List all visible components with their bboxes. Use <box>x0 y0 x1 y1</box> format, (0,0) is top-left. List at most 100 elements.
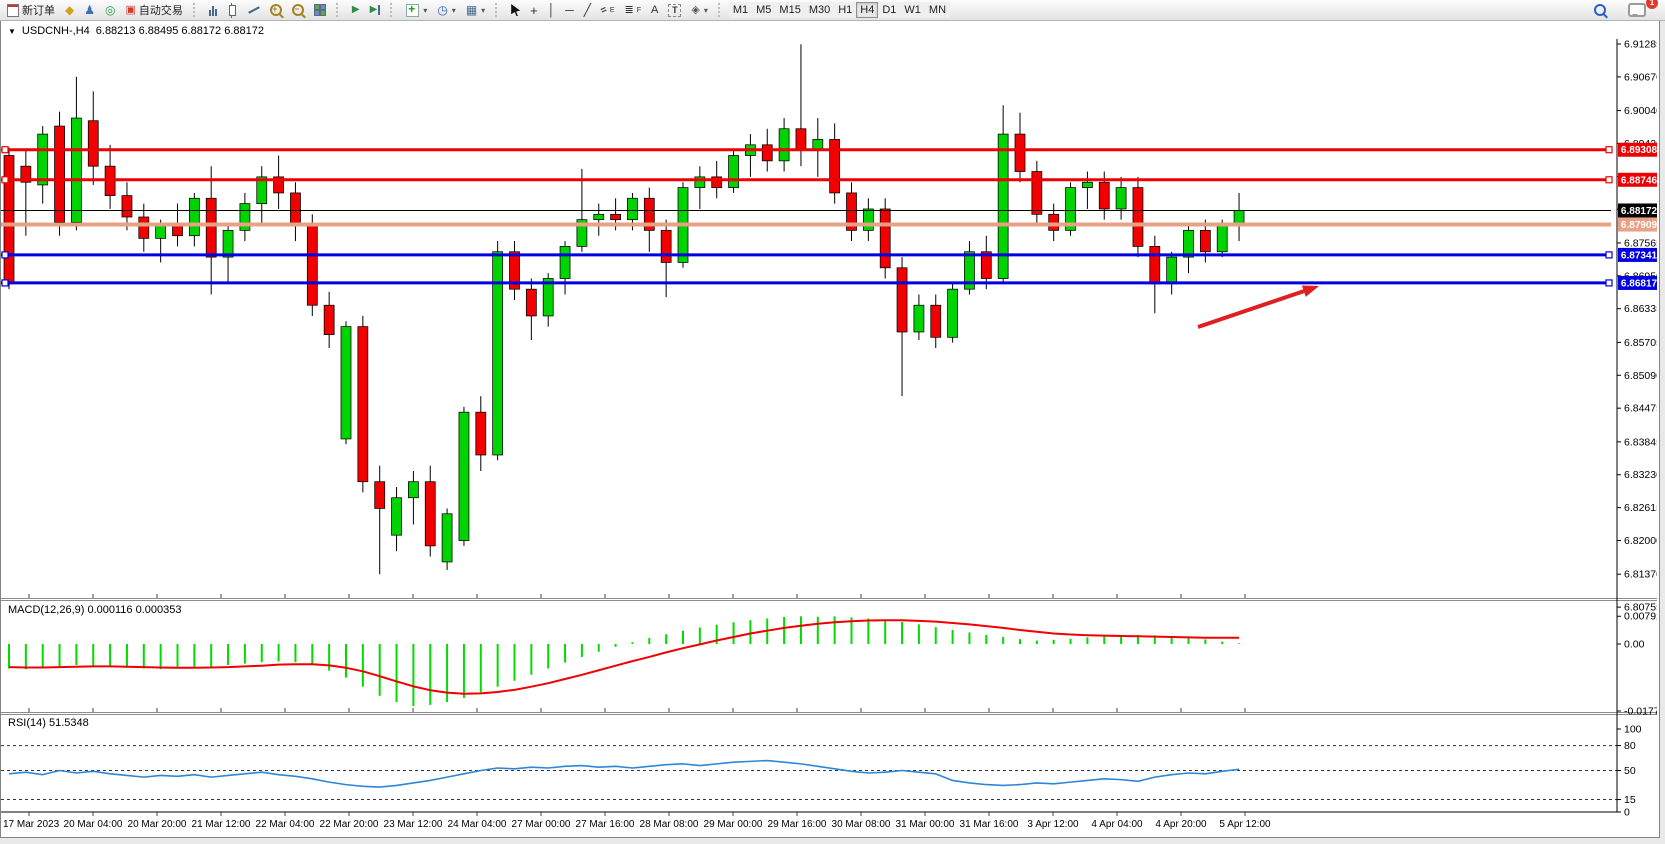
gold-diamond-button[interactable]: ◆ <box>60 2 79 19</box>
price-tick-label: 6.83230 <box>1624 469 1657 481</box>
candle-down <box>306 224 318 306</box>
candle-down <box>121 195 133 218</box>
candle-up <box>458 411 470 541</box>
price-badge-label: 6.87341 <box>1621 250 1657 261</box>
line-handle[interactable] <box>1605 251 1613 259</box>
auto-scroll-icon: ▶ <box>351 4 360 15</box>
template-button[interactable]: ▦ ▾ <box>461 2 490 19</box>
candle-down <box>205 197 217 258</box>
time-tick-label: 28 Mar 08:00 <box>640 819 699 830</box>
time-tick-label: 29 Mar 16:00 <box>768 819 827 830</box>
add-indicator-button[interactable]: + ▾ <box>401 2 432 19</box>
new-order-label: 新订单 <box>22 5 55 17</box>
candle-up <box>964 251 975 290</box>
timeframe-m15[interactable]: M15 <box>775 2 805 18</box>
signal-button[interactable]: ◎ <box>100 2 120 19</box>
main-toolbar: 新订单 ◆ ♟ ◎ ▣ 自动交易 + − ▶ ▶ + ▾ ◷ ▾ ▦ ▾ <box>0 0 1665 21</box>
timeframe-m1[interactable]: M1 <box>728 2 753 18</box>
candle-up <box>997 133 1009 279</box>
price-tick-label: 6.85705 <box>1624 337 1657 349</box>
line-handle[interactable] <box>1605 146 1613 154</box>
chart-canvas[interactable]: 6.912856.906706.900406.894256.888106.881… <box>1 21 1657 835</box>
candle-up <box>441 513 453 563</box>
price-badge-label: 6.89308 <box>1621 145 1657 156</box>
candle-up <box>694 176 706 188</box>
bar-chart-button[interactable] <box>204 2 222 19</box>
candle-down <box>1048 213 1060 231</box>
candle-up <box>222 229 234 258</box>
profile-button[interactable]: ♟ <box>79 2 100 19</box>
timeframe-d1[interactable]: D1 <box>878 2 901 18</box>
symbol-dropdown-icon[interactable]: ▼ <box>8 26 16 36</box>
line-handle[interactable] <box>1 176 9 184</box>
timeframe-m30[interactable]: M30 <box>804 2 835 18</box>
timeframe-h1[interactable]: H1 <box>834 2 857 18</box>
timeframe-m5[interactable]: M5 <box>752 2 776 18</box>
search-button[interactable] <box>1589 2 1611 19</box>
candle-up <box>778 128 790 162</box>
candle-up <box>593 213 605 221</box>
bar-chart-icon <box>208 5 217 16</box>
zoom-in-button[interactable]: + <box>265 2 287 19</box>
auto-trading-button[interactable]: ▣ 自动交易 <box>120 2 187 19</box>
line-handle[interactable] <box>1 251 9 259</box>
macd-layer <box>8 616 1241 706</box>
signal-icon: ◎ <box>105 3 116 17</box>
new-order-button[interactable]: 新订单 <box>2 2 60 19</box>
candle-up <box>1065 187 1076 231</box>
chat-icon <box>1628 3 1646 17</box>
zoom-out-button[interactable]: − <box>287 2 309 19</box>
line-handle[interactable] <box>1 279 9 287</box>
text-icon: A <box>651 3 659 16</box>
candle-up <box>947 288 958 338</box>
time-axis[interactable]: 17 Mar 2023 20 Mar 04:00 20 Mar 20:00 21 Ma… <box>3 594 1271 830</box>
line-handle[interactable] <box>1 146 9 154</box>
trendline-button[interactable]: ╱ <box>579 2 596 19</box>
line-handle[interactable] <box>1605 176 1613 184</box>
horizontal-line-button[interactable]: ─ <box>560 2 579 19</box>
candle-down <box>1199 229 1211 253</box>
candle-up <box>492 251 504 456</box>
line-handle[interactable] <box>1605 279 1613 287</box>
timeframe-mn[interactable]: MN <box>924 2 951 18</box>
vertical-line-button[interactable]: │ <box>543 2 561 19</box>
candle-down <box>3 155 15 285</box>
timeframe-h4[interactable]: H4 <box>856 2 879 18</box>
tile-windows-button[interactable] <box>309 2 331 19</box>
candle-up <box>576 219 588 247</box>
time-tick-label: 29 Mar 00:00 <box>704 819 763 830</box>
auto-scroll-button[interactable]: ▶ <box>347 2 365 19</box>
candle-down <box>980 251 992 279</box>
candle-down <box>1149 246 1161 285</box>
line-chart-button[interactable] <box>243 2 265 19</box>
candle-up <box>391 497 402 536</box>
notifications-button[interactable]: 1 <box>1623 0 1658 19</box>
price-badge-label: 6.87909 <box>1621 220 1657 231</box>
chevron-down-icon: ▾ <box>423 5 428 15</box>
time-tick-label: 4 Apr 04:00 <box>1091 819 1143 830</box>
zoom-in-icon: + <box>269 4 282 16</box>
candle-up <box>155 224 167 239</box>
text-button[interactable]: A <box>646 2 663 19</box>
equidistant-channel-button[interactable]: = E <box>596 2 620 19</box>
cursor-button[interactable] <box>506 2 525 19</box>
text-label-button[interactable]: T <box>663 2 686 19</box>
period-button[interactable]: ◷ ▾ <box>432 2 461 19</box>
crosshair-button[interactable]: + <box>525 2 543 19</box>
time-tick-label: 4 Apr 20:00 <box>1155 819 1207 830</box>
auto-trading-icon: ▣ <box>125 3 136 16</box>
annotation-arrow[interactable] <box>1197 285 1319 329</box>
timeframe-w1[interactable]: W1 <box>900 2 925 18</box>
price-badge <box>1618 172 1657 187</box>
toolbar-separator <box>717 3 724 17</box>
time-tick-label: 22 Mar 20:00 <box>320 819 379 830</box>
time-tick-label: 17 Mar 2023 <box>3 819 60 830</box>
chart-symbol: USDCNH-,H4 <box>21 25 90 37</box>
candle-up <box>1183 229 1194 258</box>
fibonacci-button[interactable]: ≣ F <box>620 2 647 19</box>
shapes-button[interactable]: ◈ ▾ <box>686 2 712 19</box>
chart-shift-button[interactable]: ▶ <box>365 2 386 19</box>
toolbar-separator <box>335 3 342 17</box>
candlestick-chart-button[interactable] <box>222 2 243 19</box>
price-tick-label: 6.86335 <box>1624 303 1657 315</box>
